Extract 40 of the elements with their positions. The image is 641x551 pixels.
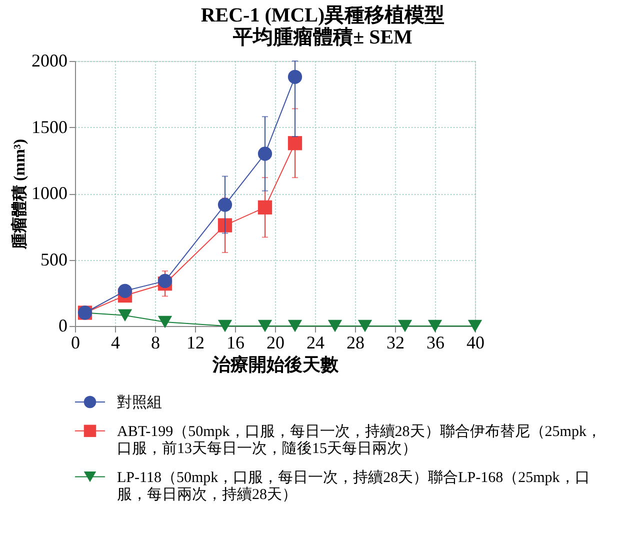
point [428,320,442,332]
legend-label: 對照組 [117,394,162,411]
y-tick-label: 1000 [32,183,68,203]
x-tick-label: 40 [466,332,484,352]
x-tick-label: 32 [386,332,404,352]
point [118,284,132,298]
x-tick-label: 16 [226,332,244,352]
point [218,198,232,212]
point [258,320,272,332]
point [398,320,412,332]
text: 平均腫瘤體積± SEM [233,26,412,48]
point [468,320,482,332]
point [288,70,302,84]
text: REC-1 (MCL)異種移植模型 [200,4,445,26]
point [288,320,302,332]
y-tick-label: 2000 [32,50,68,70]
point [358,320,372,332]
point [158,316,172,328]
x-tick-label: 36 [426,332,444,352]
x-axis-title: 治療開始後天數 [212,354,340,374]
y-tick-label: 500 [40,249,68,270]
y-tick-label: 0 [58,316,68,336]
legend-label: LP-118（50mpk，口服，每日一次，持續28天）聯合LP-168（25mpk，口服，每日兩次，持續28天） [117,468,590,503]
x-tick-label: 28 [346,332,364,352]
legend-label: ABT-199（50mpk，口服，每日一次，持續28天）聯合伊布替尼（25mpk，口服，前13天每日一次，隨後15天每日兩次） [117,422,602,457]
x-tick-label: 0 [71,332,80,352]
x-tick-label: 24 [306,332,324,352]
x-tick-label: 4 [111,332,120,352]
x-tick-label: 8 [151,332,160,352]
x-tick-label: 12 [186,332,204,352]
point [118,309,132,322]
point [158,274,172,288]
point [218,320,232,332]
point [258,146,272,161]
x-tick-label: 20 [266,332,284,352]
point [328,320,342,332]
point [258,200,272,214]
point [288,136,302,150]
y-axis-title: 腫瘤體積 (mm³) [10,138,28,250]
y-tick-label: 1500 [32,116,68,137]
